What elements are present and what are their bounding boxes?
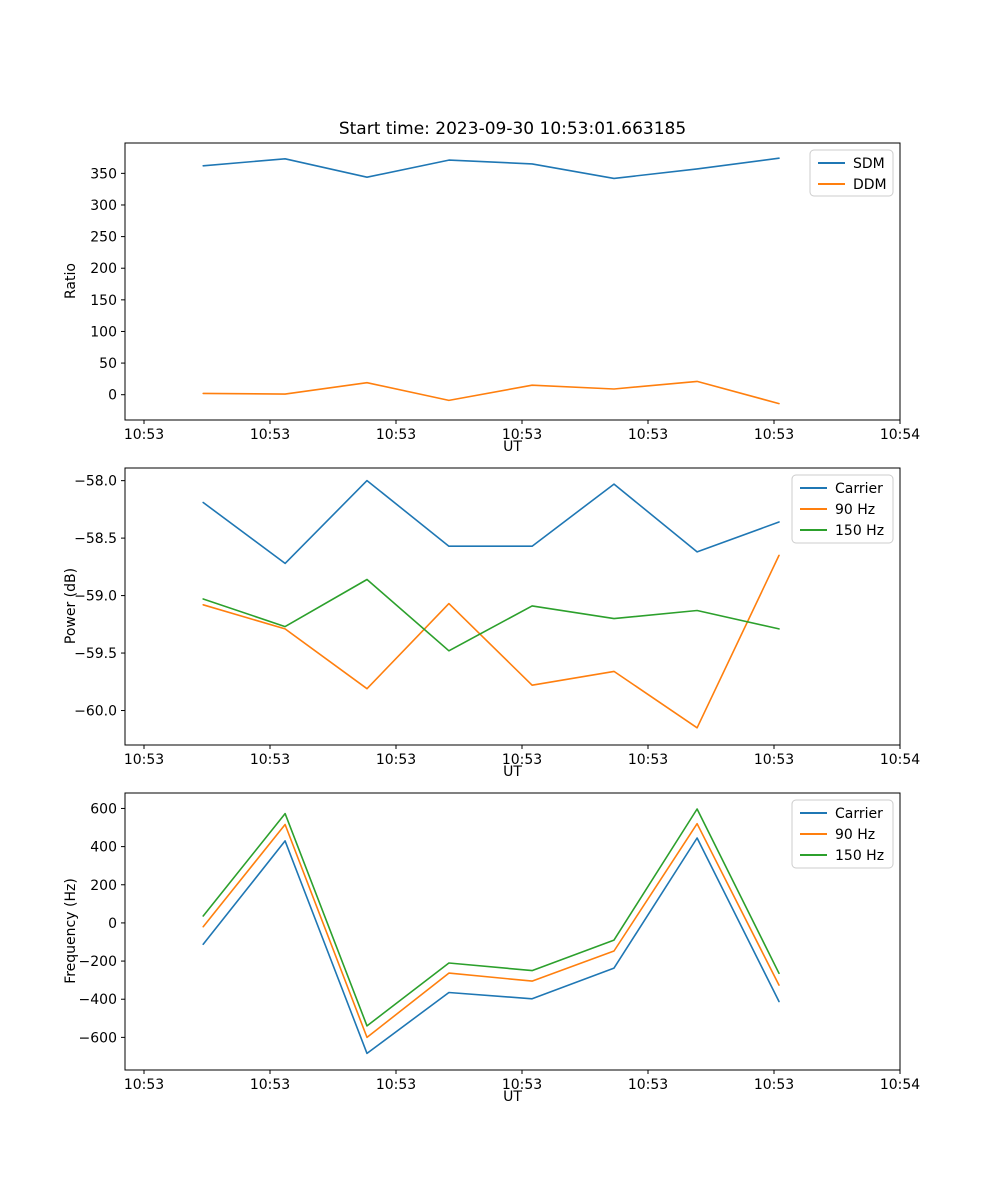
plot2-series-90Hz-line bbox=[202, 822, 780, 1039]
plot2-legend-label-Carrier: Carrier bbox=[835, 806, 883, 822]
plot0-y-tick-label: 300 bbox=[90, 198, 117, 214]
plot0-y-tick-label: 50 bbox=[99, 356, 117, 372]
plot1-x-tick-label: 10:54 bbox=[880, 752, 920, 768]
plot2-x-tick-label: 10:53 bbox=[124, 1077, 164, 1093]
plot0-legend-label-SDM: SDM bbox=[853, 156, 885, 172]
plot1-y-tick-label: −58.5 bbox=[74, 531, 117, 547]
plot2-x-tick-label: 10:54 bbox=[880, 1077, 920, 1093]
plot2-x-tick-label: 10:53 bbox=[250, 1077, 290, 1093]
plot0-y-tick-label: 200 bbox=[90, 261, 117, 277]
plot1-x-tick-label: 10:53 bbox=[376, 752, 416, 768]
plot2-x-tick-label: 10:53 bbox=[502, 1077, 542, 1093]
plot2-y-tick-label: 600 bbox=[90, 801, 117, 817]
ratio-axis-label: Ratio bbox=[63, 263, 79, 299]
plot1-y-tick-label: −60.0 bbox=[74, 704, 117, 720]
plot2-y-tick-label: −600 bbox=[79, 1030, 117, 1046]
plot1-axes-frame bbox=[124, 467, 901, 746]
plot1-series-90Hz-line bbox=[202, 554, 780, 729]
plot1-x-tick-label: 10:53 bbox=[628, 752, 668, 768]
plot1-legend-label-Carrier: Carrier bbox=[835, 481, 883, 497]
plot0-y-tick-label: 350 bbox=[90, 166, 117, 182]
plot2-y-tick-label: 0 bbox=[108, 916, 117, 932]
plot2-legend-label-150Hz: 150 Hz bbox=[835, 848, 884, 864]
plot0-x-tick-label: 10:53 bbox=[754, 427, 794, 443]
plot0-legend-label-DDM: DDM bbox=[853, 177, 887, 193]
plot2-y-tick-label: 200 bbox=[90, 878, 117, 894]
ut-axis-label-bottom: UT bbox=[503, 1089, 522, 1105]
plot1-y-tick-label: −59.5 bbox=[74, 646, 117, 662]
plot0-x-tick-label: 10:53 bbox=[628, 427, 668, 443]
plot0-x-tick-label: 10:53 bbox=[502, 427, 542, 443]
plot2-series-Carrier-line bbox=[202, 837, 780, 1055]
plot1-x-tick-label: 10:53 bbox=[250, 752, 290, 768]
plot2-x-tick-label: 10:53 bbox=[754, 1077, 794, 1093]
ut-axis-label-top: UT bbox=[503, 439, 522, 455]
plot2-y-tick-label: −400 bbox=[79, 992, 117, 1008]
figure-title: Start time: 2023-09-30 10:53:01.663185 bbox=[338, 119, 687, 139]
power-axis-label: Power (dB) bbox=[63, 567, 79, 645]
plot1-y-tick-label: −58.0 bbox=[74, 474, 117, 490]
plot0-x-tick-label: 10:53 bbox=[376, 427, 416, 443]
plot1-legend-label-150Hz: 150 Hz bbox=[835, 523, 884, 539]
plot1-x-tick-label: 10:53 bbox=[754, 752, 794, 768]
plot2-legend-box bbox=[791, 799, 894, 869]
frequency-axis-label: Frequency (Hz) bbox=[63, 878, 79, 984]
plot0-x-tick-label: 10:53 bbox=[250, 427, 290, 443]
plot2-y-tick-label: 400 bbox=[90, 840, 117, 856]
plot1-series-Carrier-line bbox=[202, 479, 780, 565]
plot0-axes-frame bbox=[124, 142, 901, 421]
plot0-x-tick-label: 10:54 bbox=[880, 427, 920, 443]
plot0-y-tick-label: 100 bbox=[90, 324, 117, 340]
plot2-x-tick-label: 10:53 bbox=[376, 1077, 416, 1093]
plot1-x-tick-label: 10:53 bbox=[124, 752, 164, 768]
plot0-y-tick-label: 0 bbox=[108, 388, 117, 404]
plot0-y-tick-label: 250 bbox=[90, 230, 117, 246]
plot1-x-tick-label: 10:53 bbox=[502, 752, 542, 768]
plot2-legend-label-90Hz: 90 Hz bbox=[835, 827, 875, 843]
plot2-x-tick-label: 10:53 bbox=[628, 1077, 668, 1093]
plot1-series-150Hz-line bbox=[202, 578, 780, 652]
plot1-legend-label-90Hz: 90 Hz bbox=[835, 502, 875, 518]
plot2-y-tick-label: −200 bbox=[79, 954, 117, 970]
plot1-legend-box bbox=[791, 474, 894, 544]
plot2-axes-frame bbox=[124, 792, 901, 1071]
plot2-series-150Hz-line bbox=[202, 808, 780, 1027]
plot1-y-tick-label: −59.0 bbox=[74, 589, 117, 605]
plot0-series-DDM-line bbox=[202, 380, 780, 405]
ut-axis-label-middle: UT bbox=[503, 764, 522, 780]
plot0-y-tick-label: 150 bbox=[90, 293, 117, 309]
plot0-series-SDM-line bbox=[202, 157, 780, 180]
plot0-x-tick-label: 10:53 bbox=[124, 427, 164, 443]
